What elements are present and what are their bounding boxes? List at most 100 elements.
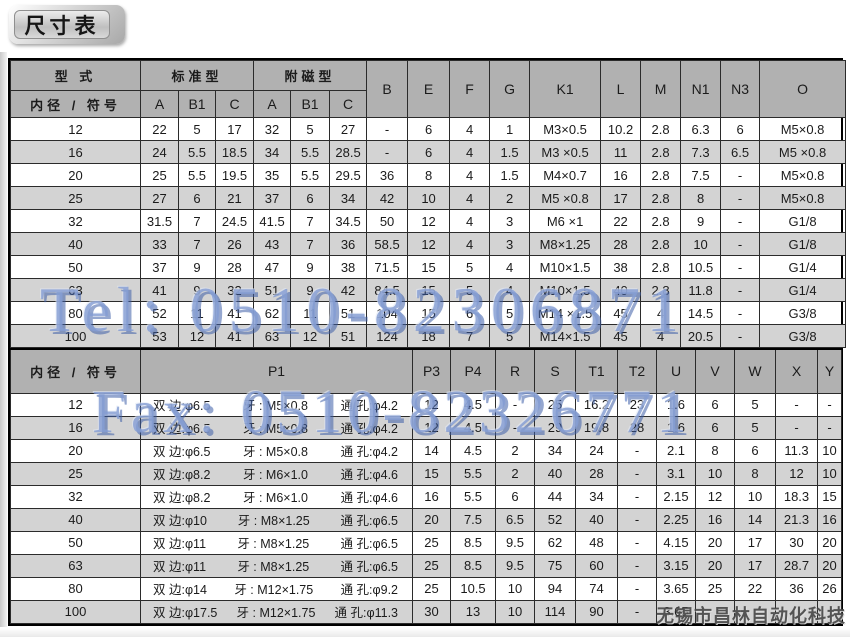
header-mag-C: C	[329, 90, 368, 118]
table-cell: 33	[140, 232, 179, 256]
table-cell: 26	[817, 576, 842, 601]
table-cell: G3/8	[759, 324, 847, 348]
p1-cell: 双 边:φ11 牙 : M8×1.25 通 孔:φ6.5	[140, 553, 413, 578]
table-cell: 1.6	[656, 392, 696, 417]
table-cell: 12	[407, 209, 451, 233]
page-title: 尺寸表	[14, 10, 110, 39]
table-row: 20 25 5.5 19.5 35 5.5 29.5 36 8 4 1.5 M4×0.7 16 2.8 7.…	[10, 163, 847, 187]
table-cell: M5 ×0.8	[759, 140, 847, 164]
table-cell: 13	[450, 599, 496, 624]
table-row: 80 双 边:φ14 牙 : M12×1.75 通 孔:φ9.2 25 10.5 10 94 7…	[10, 576, 842, 601]
header-T2: T2	[617, 348, 657, 394]
table-cell: 14.5	[680, 301, 722, 325]
table-cell: 75	[534, 553, 576, 578]
header-X: X	[775, 348, 818, 394]
table-cell: M5×0.8	[759, 186, 847, 210]
table-cell: 28	[214, 255, 255, 279]
table-cell: 10	[734, 484, 776, 509]
p1-segment: 双 边:φ10	[153, 514, 207, 528]
table-row: 40 双 边:φ10 牙 : M8×1.25 通 孔:φ6.5 20 7.5 6.5 52 40…	[10, 507, 842, 532]
table-cell: 80	[10, 576, 141, 601]
table-row: 12 双 边:φ6.5 牙 : M5×0.8 通 孔:φ4.2 12 4.5-25 16.2…	[10, 392, 842, 417]
table-cell: 100	[10, 599, 141, 624]
table-cell: 12	[178, 324, 216, 348]
table-cell: 50	[366, 209, 409, 233]
table-cell: 34	[534, 438, 576, 463]
page-edge-bottom	[0, 628, 850, 637]
table-cell: 12	[10, 117, 141, 141]
p1-segment: 牙 : M6×1.0	[243, 468, 308, 482]
header-K1: K1	[529, 60, 602, 118]
table-cell: 52	[534, 507, 576, 532]
table-cell: 17	[734, 530, 776, 555]
table-cell: 24.5	[214, 209, 255, 233]
table-cell: M5×0.8	[759, 117, 847, 141]
table-cell: 25	[412, 530, 451, 555]
table-cell: 22	[600, 209, 642, 233]
table-cell: -	[720, 255, 761, 279]
table-cell: 6	[407, 117, 451, 141]
table-cell: 5.5	[450, 461, 496, 486]
header-P1: P1	[140, 348, 413, 394]
table-cell: 9	[680, 209, 722, 233]
table-row: 25 27 6 21 37 6 34 42 10 4 2 M5 ×0.8 17 2.8 8- M5×0.8	[10, 186, 847, 210]
header-W: W	[734, 348, 776, 394]
table-cell: 41.5	[253, 209, 292, 233]
page-edge-left	[0, 52, 7, 627]
table-cell: G1/8	[759, 209, 847, 233]
table-cell: 29.5	[329, 163, 368, 187]
p1-segment: 通 孔:φ4.6	[340, 468, 398, 482]
table-cell: 4	[489, 278, 531, 302]
p1-segment: 通 孔:φ9.2	[340, 583, 398, 597]
table-cell: 9	[178, 278, 216, 302]
table-cell: 2.8	[640, 140, 682, 164]
table-cell: 40	[10, 507, 141, 532]
table-cell: -	[720, 163, 761, 187]
header-Y: Y	[817, 348, 842, 394]
table-cell: 2.15	[656, 484, 696, 509]
table-cell: 40	[534, 461, 576, 486]
p1-segment: 双 边:φ17.5	[153, 606, 218, 620]
table-cell: 124	[366, 324, 409, 348]
table-cell: 36	[366, 163, 409, 187]
table-cell: 18.3	[775, 484, 818, 509]
table-cell: 10.2	[600, 117, 642, 141]
table-cell: 2.8	[640, 255, 682, 279]
p1-segment: 通 孔:φ6.5	[340, 537, 398, 551]
p1-segment: 通 孔:φ4.2	[340, 422, 398, 436]
table-cell: 7	[449, 324, 491, 348]
table-cell: 10.5	[450, 576, 496, 601]
p1-cell: 双 边:φ8.2 牙 : M6×1.0 通 孔:φ4.6	[140, 484, 413, 509]
table-row: 32 31.5 7 24.5 41.5 7 34.5 50 12 4 3 M6 ×1 22 2.8 9- G1…	[10, 209, 847, 233]
table-cell: 62	[534, 530, 576, 555]
table-cell: 20	[412, 507, 451, 532]
table-cell: 22	[734, 576, 776, 601]
table-row: 50 37 9 28 47 9 38 71.5 15 5 4 M10×1.5 38 2.8 10.5- G1/…	[10, 255, 847, 279]
table-cell: 6.5	[495, 507, 535, 532]
table-cell: 16	[817, 507, 842, 532]
table-cell: 32	[253, 117, 292, 141]
table-cell	[734, 599, 776, 624]
header-P4: P4	[450, 348, 496, 394]
table-cell: 1	[489, 117, 531, 141]
table-cell	[695, 599, 735, 624]
p1-segment: 双 边:φ14	[153, 583, 207, 597]
table-cell: -	[617, 507, 657, 532]
table-cell: -	[617, 576, 657, 601]
table-cell: 29	[534, 415, 576, 440]
table-cell: 8	[680, 186, 722, 210]
table-cell: 47	[253, 255, 292, 279]
table-cell: 80	[10, 301, 141, 325]
table-row: 80 52 11 41 62 11 51 104 15 6 5 M14 ×1.5 45 4 14.5- G3/…	[10, 301, 847, 325]
table-cell: 53	[140, 324, 179, 348]
table-cell: 11	[290, 301, 331, 325]
p1-cell: 双 边:φ6.5 牙 : M5×0.8 通 孔:φ4.2	[140, 438, 413, 463]
table-cell: 34	[253, 140, 292, 164]
table-cell: 7	[178, 232, 216, 256]
table-cell: 71.5	[366, 255, 409, 279]
table-cell: -	[617, 599, 657, 624]
table-cell: 16	[412, 484, 451, 509]
table-cell: 3	[489, 232, 531, 256]
table-cell: M14×1.5	[529, 324, 602, 348]
table-cell: 7.5	[450, 507, 496, 532]
